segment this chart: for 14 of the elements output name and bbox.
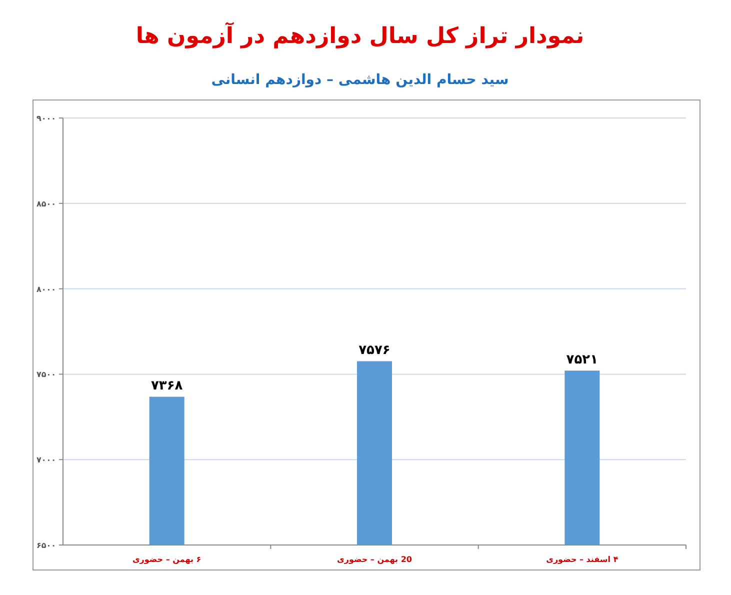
chart-subtitle: سید حسام الدین هاشمی – دوازدهم انسانی — [211, 72, 509, 88]
y-tick-label: ۸۵۰۰ — [36, 199, 56, 208]
y-tick-label: ۷۰۰۰ — [36, 456, 56, 465]
data-label: ۷۳۶۸ — [150, 378, 183, 394]
chart-title: نمودار تراز کل سال دوازدهم در آزمون ها — [136, 22, 584, 49]
y-tick-label: ۹۰۰۰ — [36, 114, 56, 123]
y-tick-label: ۶۵۰۰ — [36, 541, 56, 550]
x-tick-label: ۴ اسفند – حضوری — [546, 555, 618, 564]
y-tick-label: ۷۵۰۰ — [36, 370, 56, 380]
x-tick-label: 20 بهمن – حضوری — [337, 555, 412, 564]
y-tick-label: ۸۰۰۰ — [36, 284, 56, 294]
x-tick-label: ۶ بهمن – حضوری — [132, 555, 202, 564]
data-label: ۷۵۷۶ — [358, 343, 390, 358]
data-label: ۷۵۲۱ — [566, 352, 598, 368]
